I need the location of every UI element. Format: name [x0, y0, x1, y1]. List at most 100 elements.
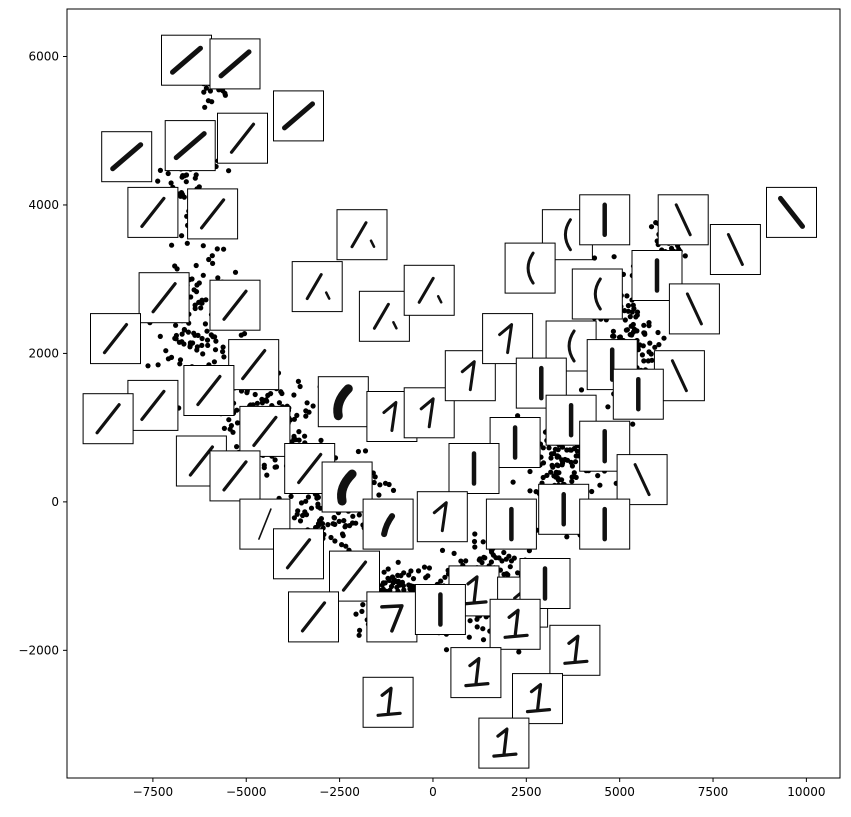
- x-tick-label: −2500: [319, 785, 360, 799]
- data-point: [336, 518, 342, 525]
- data-point: [317, 505, 323, 511]
- data-point: [168, 180, 174, 186]
- digit-thumbnail: [709, 224, 761, 275]
- data-point: [205, 342, 211, 348]
- data-point: [472, 544, 478, 550]
- data-point: [617, 334, 624, 340]
- data-point: [646, 323, 652, 329]
- data-point: [302, 509, 308, 515]
- data-point: [200, 243, 206, 249]
- data-point: [199, 342, 205, 348]
- data-point: [359, 608, 365, 615]
- digit-thumbnail: [209, 38, 261, 90]
- data-point: [226, 417, 232, 423]
- data-point: [504, 571, 510, 577]
- data-point: [355, 448, 361, 455]
- data-point: [221, 354, 227, 360]
- data-point: [555, 447, 561, 453]
- data-point: [527, 488, 533, 494]
- data-point: [548, 455, 554, 461]
- data-point: [328, 534, 334, 541]
- data-point: [264, 472, 270, 478]
- data-point: [488, 559, 494, 565]
- data-point: [656, 342, 662, 348]
- digit-thumbnail: [489, 598, 541, 650]
- data-point: [442, 574, 448, 580]
- data-point: [474, 624, 480, 630]
- data-point: [516, 649, 522, 655]
- data-point: [165, 170, 171, 177]
- data-point: [371, 479, 377, 486]
- data-point: [597, 482, 603, 488]
- data-point: [343, 523, 349, 529]
- data-point: [578, 387, 585, 393]
- data-point: [629, 309, 635, 315]
- digit-thumbnail: [164, 120, 216, 172]
- data-point: [381, 569, 387, 575]
- data-point: [194, 282, 200, 288]
- digit-thumbnail: [478, 717, 530, 769]
- data-point: [624, 327, 631, 333]
- data-point: [177, 357, 184, 363]
- digit-thumbnail: [288, 591, 339, 643]
- data-point: [401, 587, 407, 593]
- y-tick-label: 6000: [28, 50, 59, 64]
- data-point: [569, 478, 575, 484]
- x-tick-label: 0: [429, 785, 437, 799]
- digit-thumbnail: [209, 450, 261, 502]
- digit-thumbnail: [448, 443, 500, 494]
- x-axis: −7500 −5000 −2500 0 2500 5000 7500 10000: [133, 778, 825, 799]
- data-point: [173, 322, 179, 328]
- data-point: [203, 297, 209, 303]
- data-point: [213, 338, 219, 344]
- data-point: [627, 314, 633, 320]
- data-point: [172, 335, 178, 341]
- data-point: [181, 194, 187, 200]
- data-point: [226, 168, 232, 174]
- digit-thumbnail: [362, 498, 414, 550]
- data-point: [191, 330, 197, 336]
- data-point: [463, 558, 469, 564]
- digit-thumbnail: [239, 405, 291, 457]
- data-point: [157, 333, 163, 339]
- data-point: [646, 349, 652, 355]
- data-point: [595, 473, 601, 479]
- digit-thumbnail: [612, 368, 664, 420]
- data-point: [382, 480, 389, 486]
- data-point: [276, 400, 282, 406]
- data-point: [630, 421, 636, 427]
- data-point: [163, 348, 169, 354]
- digit-thumbnail: [336, 209, 388, 261]
- data-point: [339, 542, 345, 548]
- data-point: [194, 344, 200, 350]
- data-point: [198, 305, 204, 311]
- data-point: [155, 362, 161, 368]
- data-point: [193, 262, 199, 269]
- digit-thumbnail: [127, 186, 179, 238]
- data-point: [515, 570, 521, 576]
- digit-thumbnail: [317, 376, 369, 428]
- data-point: [252, 391, 258, 398]
- digit-thumbnail: [273, 90, 324, 142]
- data-point: [400, 583, 406, 589]
- data-point: [145, 363, 151, 369]
- data-point: [304, 400, 310, 406]
- data-point: [641, 322, 647, 328]
- digit-thumbnail: [127, 379, 179, 431]
- data-point: [571, 470, 577, 476]
- data-point: [343, 543, 349, 549]
- data-point: [234, 420, 241, 426]
- data-point: [200, 272, 206, 278]
- digit-thumbnail: [183, 365, 235, 416]
- data-point: [155, 178, 161, 184]
- data-point: [174, 266, 180, 272]
- data-point: [540, 474, 546, 481]
- data-point: [222, 92, 228, 98]
- x-tick-label: 7500: [698, 785, 729, 799]
- data-point: [356, 632, 362, 638]
- data-point: [645, 358, 651, 364]
- data-point: [203, 85, 209, 91]
- digit-thumbnail: [291, 261, 343, 313]
- data-point: [559, 477, 565, 483]
